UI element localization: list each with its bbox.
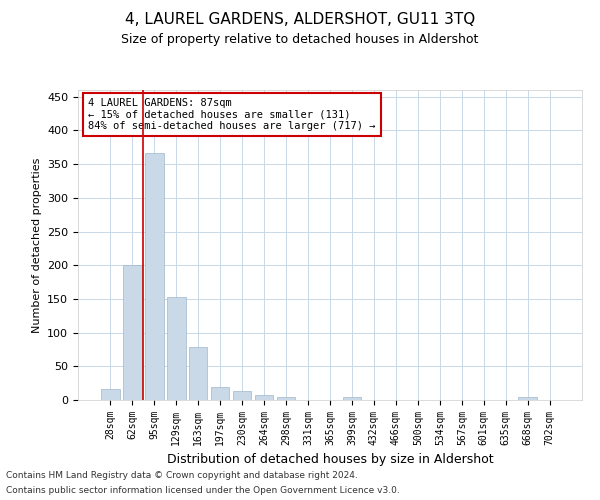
Text: 4, LAUREL GARDENS, ALDERSHOT, GU11 3TQ: 4, LAUREL GARDENS, ALDERSHOT, GU11 3TQ bbox=[125, 12, 475, 28]
Bar bbox=[255, 396, 274, 400]
Bar bbox=[277, 396, 295, 400]
Text: 4 LAUREL GARDENS: 87sqm
← 15% of detached houses are smaller (131)
84% of semi-d: 4 LAUREL GARDENS: 87sqm ← 15% of detache… bbox=[88, 98, 376, 131]
Bar bbox=[233, 390, 251, 400]
Text: Contains public sector information licensed under the Open Government Licence v3: Contains public sector information licen… bbox=[6, 486, 400, 495]
Bar bbox=[167, 297, 185, 400]
Bar bbox=[343, 398, 361, 400]
Bar bbox=[123, 264, 142, 400]
Bar bbox=[518, 398, 537, 400]
Text: Size of property relative to detached houses in Aldershot: Size of property relative to detached ho… bbox=[121, 32, 479, 46]
X-axis label: Distribution of detached houses by size in Aldershot: Distribution of detached houses by size … bbox=[167, 454, 493, 466]
Text: Contains HM Land Registry data © Crown copyright and database right 2024.: Contains HM Land Registry data © Crown c… bbox=[6, 471, 358, 480]
Bar bbox=[211, 386, 229, 400]
Bar bbox=[189, 348, 208, 400]
Bar bbox=[101, 389, 119, 400]
Y-axis label: Number of detached properties: Number of detached properties bbox=[32, 158, 41, 332]
Bar bbox=[145, 154, 164, 400]
